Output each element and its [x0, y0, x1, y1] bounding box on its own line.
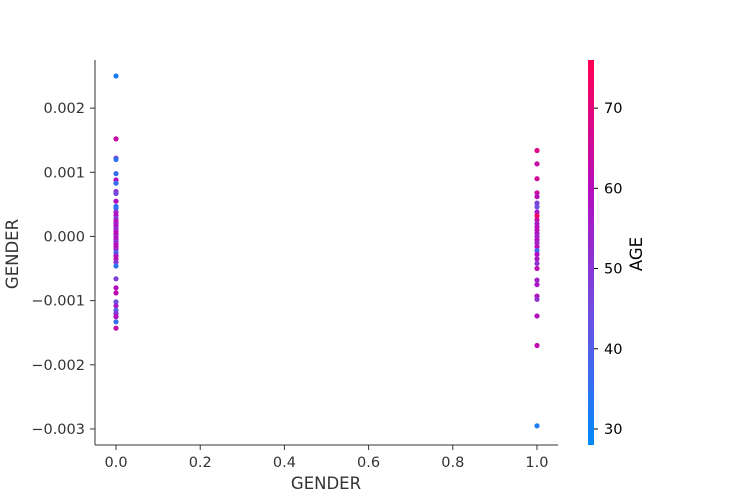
- x-tick-label: 0.8: [441, 455, 464, 471]
- data-point: [534, 200, 540, 206]
- data-point: [534, 147, 540, 154]
- points-layer: [113, 73, 540, 429]
- data-point: [534, 277, 540, 283]
- y-tick-label: 0.000: [43, 229, 85, 245]
- colorbar-tick-label: 60: [604, 181, 622, 197]
- data-point: [534, 176, 540, 182]
- data-point: [113, 259, 119, 265]
- data-point: [113, 180, 119, 186]
- data-point: [534, 251, 540, 257]
- colorbar-label: AGE: [627, 237, 646, 271]
- colorbar-tick-label: 50: [604, 262, 622, 278]
- data-point: [113, 325, 119, 331]
- data-point: [113, 276, 119, 282]
- data-point: [113, 136, 119, 142]
- data-point: [534, 313, 540, 319]
- data-point: [113, 314, 119, 320]
- data-point: [534, 342, 540, 349]
- data-point: [113, 303, 119, 309]
- data-point: [113, 190, 119, 197]
- data-point: [534, 217, 540, 223]
- data-point: [113, 156, 119, 163]
- y-axis-label: GENDER: [3, 219, 22, 289]
- x-tick-label: 0.6: [357, 455, 380, 471]
- x-ticks: 0.0 0.2 0.4 0.6 0.8 1.0: [105, 445, 548, 471]
- data-point: [113, 285, 119, 291]
- data-point: [113, 319, 119, 325]
- y-tick-label: −0.002: [31, 358, 85, 374]
- colorbar-tick-label: 40: [604, 342, 622, 358]
- data-point: [534, 161, 540, 167]
- data-point: [534, 204, 540, 210]
- data-point: [113, 263, 119, 269]
- data-point: [113, 73, 119, 79]
- x-tick-label: 0.4: [273, 455, 296, 471]
- data-point: [113, 205, 119, 211]
- colorbar-tick-label: 70: [604, 101, 622, 117]
- y-tick-label: 0.001: [43, 165, 85, 181]
- data-point: [534, 423, 540, 429]
- data-point: [534, 296, 540, 302]
- x-tick-label: 0.0: [105, 455, 128, 471]
- data-point: [113, 299, 119, 305]
- y-ticks: −0.003 −0.002 −0.001 0.000 0.001 0.002: [31, 101, 95, 438]
- data-point: [113, 171, 119, 177]
- data-point: [534, 282, 540, 288]
- data-point: [113, 290, 119, 296]
- data-point: [534, 240, 540, 246]
- y-tick-label: −0.001: [31, 294, 85, 310]
- data-point: [534, 209, 540, 215]
- data-point: [534, 260, 540, 266]
- data-point: [534, 213, 540, 219]
- data-point: [534, 194, 540, 200]
- x-tick-label: 0.2: [189, 455, 212, 471]
- data-point: [113, 198, 119, 204]
- colorbar: [588, 60, 594, 445]
- data-point: [534, 265, 540, 272]
- data-point: [534, 256, 540, 262]
- y-tick-label: −0.003: [31, 422, 85, 438]
- colorbar-ticks: 30 40 50 60 70: [594, 101, 622, 438]
- x-tick-label: 1.0: [525, 455, 548, 471]
- colorbar-tick-label: 30: [604, 422, 622, 438]
- y-tick-label: 0.002: [43, 101, 85, 117]
- x-axis-label: GENDER: [291, 474, 361, 493]
- data-point: [534, 248, 540, 254]
- data-point: [534, 244, 540, 250]
- data-point: [534, 190, 540, 196]
